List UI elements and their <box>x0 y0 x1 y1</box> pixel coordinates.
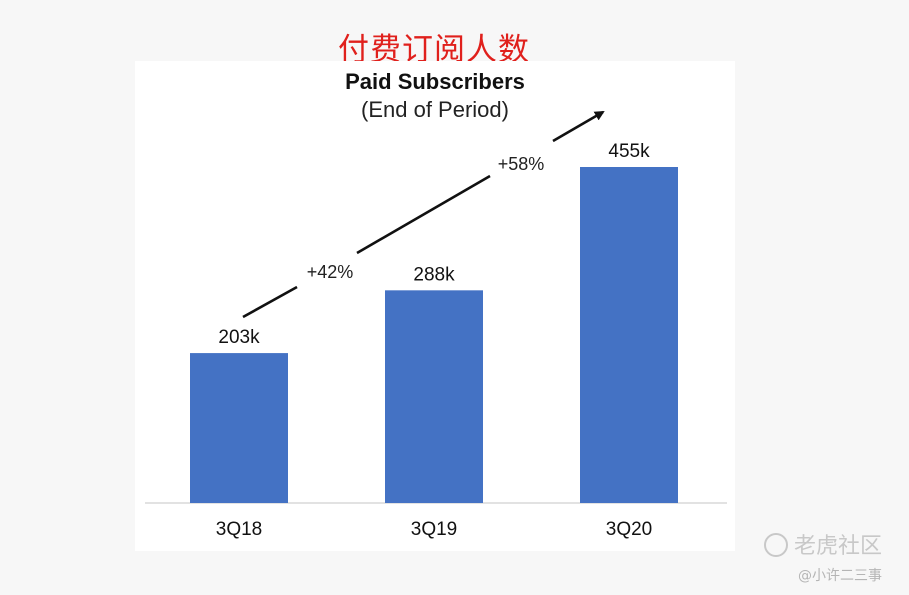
bar-chart: 203k 3Q18 288k 3Q19 455k 3Q20 +42% +58% <box>145 110 727 540</box>
tiger-logo-icon <box>764 533 788 557</box>
chart-title: Paid Subscribers <box>345 69 525 94</box>
chart-card: Paid Subscribers (End of Period) 203k 3Q1… <box>135 61 735 551</box>
x-tick-3Q19: 3Q19 <box>411 519 457 540</box>
data-label-3Q18: 203k <box>218 327 260 348</box>
bar-3Q19 <box>385 290 483 503</box>
chart-subtitle: (End of Period) <box>361 97 509 122</box>
bar-3Q18 <box>190 353 288 503</box>
watermark-text: 老虎社区 <box>794 534 883 559</box>
watermark-logo: 老虎社区 <box>764 528 882 560</box>
watermark-author: @小许二三事 <box>798 568 882 584</box>
x-tick-3Q18: 3Q18 <box>216 519 262 540</box>
trend-arrow-segment-1 <box>242 285 298 319</box>
growth-label-1: +42% <box>307 262 354 282</box>
data-label-3Q19: 288k <box>413 264 455 285</box>
trend-arrow-segment-2 <box>356 174 491 255</box>
trend-arrow-segment-3 <box>552 110 605 143</box>
data-label-3Q20: 455k <box>608 141 650 162</box>
x-tick-3Q20: 3Q20 <box>606 519 652 540</box>
bar-3Q20 <box>580 167 678 503</box>
growth-label-2: +58% <box>498 154 545 174</box>
